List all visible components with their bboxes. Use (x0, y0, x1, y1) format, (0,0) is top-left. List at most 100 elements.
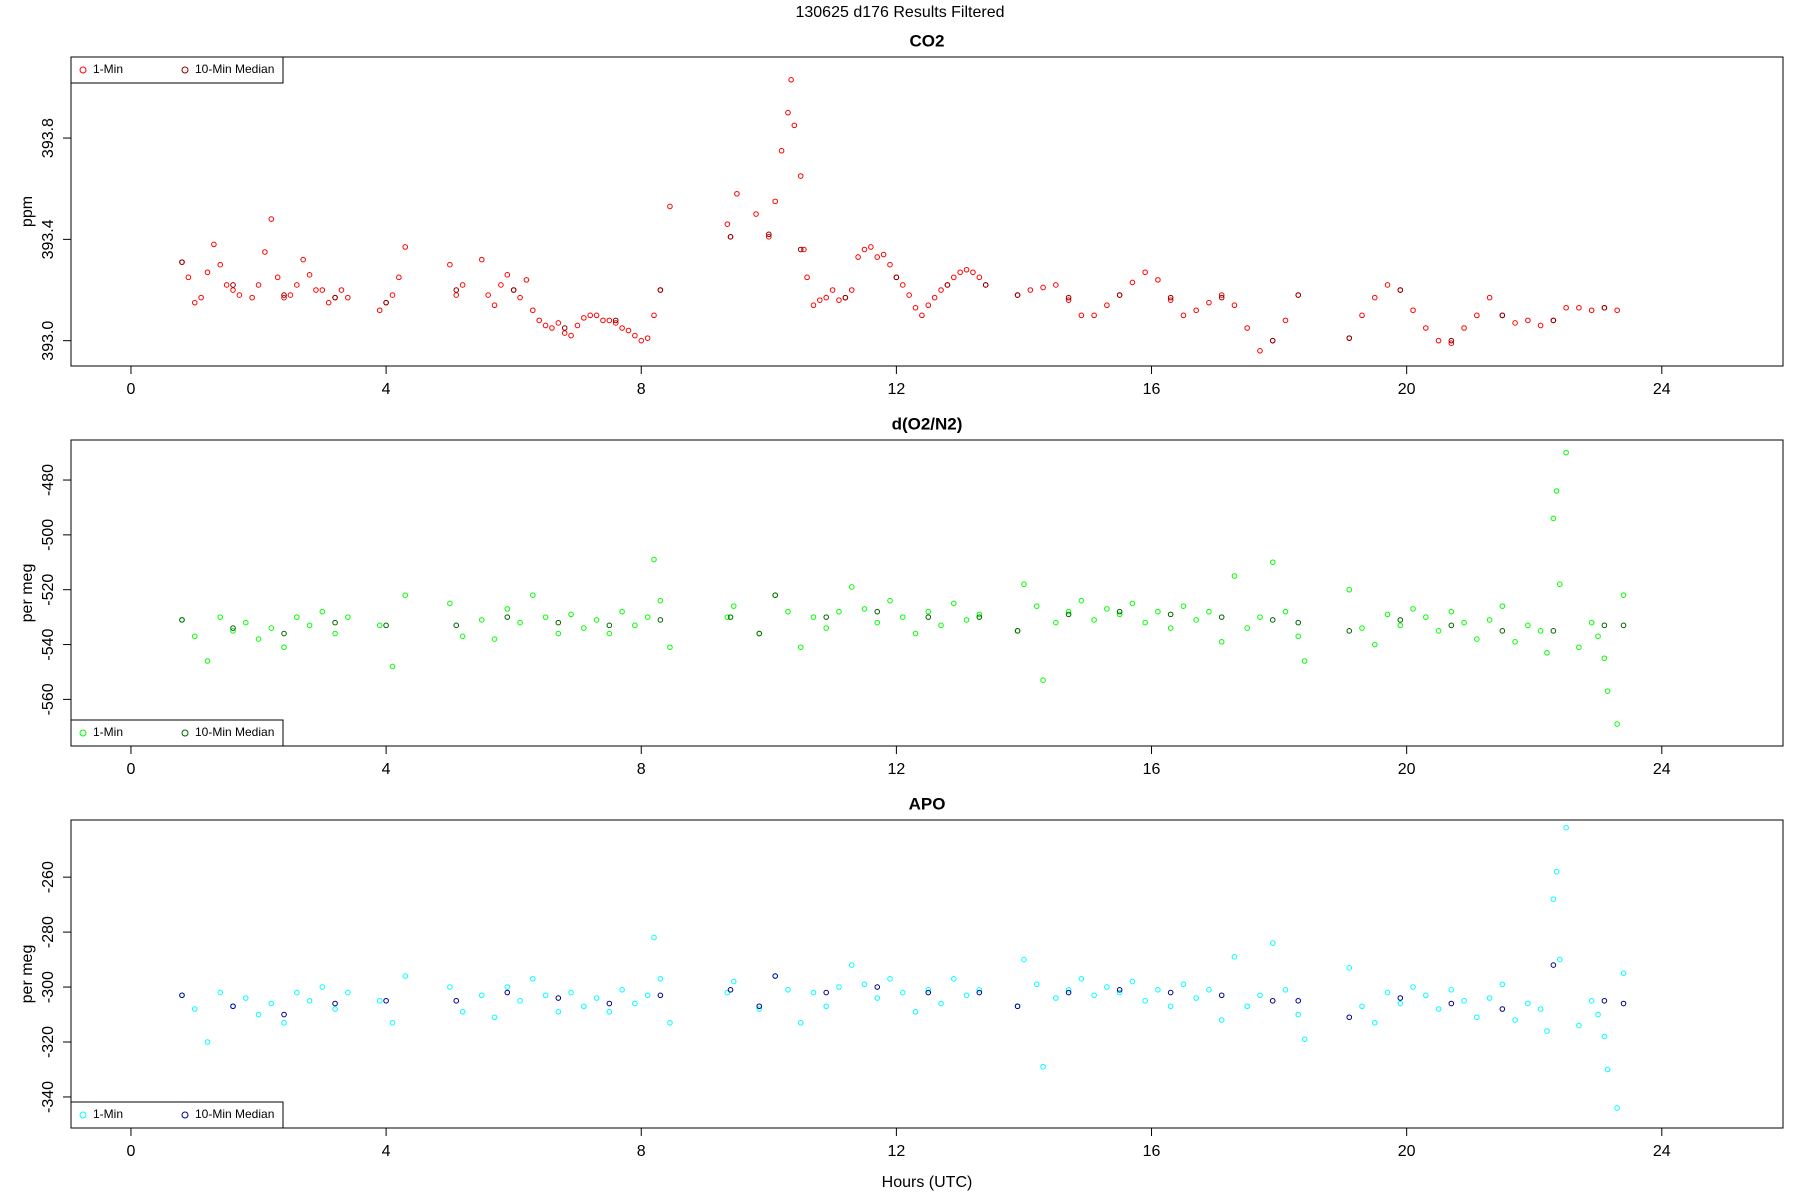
series (179, 76, 1620, 354)
point (217, 261, 224, 268)
point (179, 259, 185, 265)
point (536, 317, 542, 324)
point (1359, 312, 1365, 319)
point (281, 1019, 287, 1026)
legend-marker (79, 66, 87, 74)
point (1206, 299, 1212, 306)
point (887, 976, 893, 982)
point (619, 325, 625, 331)
point (447, 984, 453, 990)
point (1550, 896, 1557, 902)
point (1486, 617, 1493, 623)
point (1040, 677, 1046, 683)
point (1423, 992, 1429, 999)
point (1301, 658, 1308, 664)
x-tick-label: 24 (1653, 761, 1671, 778)
point (1614, 721, 1620, 727)
point (1620, 1000, 1627, 1007)
point (817, 297, 823, 303)
point (294, 614, 300, 620)
point (1104, 984, 1110, 990)
point (1346, 965, 1353, 971)
point (268, 216, 275, 222)
point (1180, 312, 1187, 319)
point (376, 997, 383, 1004)
point (1595, 1011, 1601, 1018)
point (1129, 600, 1136, 607)
point (1065, 989, 1072, 996)
point (223, 282, 230, 288)
point (191, 299, 198, 306)
point (1218, 294, 1225, 301)
point (766, 234, 772, 240)
point (1078, 597, 1085, 604)
legend-box (70, 1101, 284, 1129)
point (204, 658, 211, 664)
point (581, 1003, 587, 1010)
point (1512, 639, 1518, 645)
point (1537, 1006, 1544, 1012)
point (644, 335, 651, 341)
point (242, 995, 249, 1001)
point (1104, 606, 1110, 612)
point (976, 611, 983, 618)
point (1053, 619, 1059, 626)
point (912, 1008, 919, 1015)
point (950, 600, 957, 607)
point (1231, 302, 1238, 309)
point (555, 619, 562, 626)
y-tick-label: -480 (40, 464, 57, 496)
point (345, 614, 351, 620)
x-tick-label: 16 (1143, 761, 1161, 778)
point (893, 274, 900, 281)
point (179, 617, 185, 623)
point (338, 287, 345, 293)
point (1116, 986, 1123, 993)
point (1040, 284, 1046, 291)
point (281, 644, 287, 651)
point (491, 636, 498, 642)
point (249, 294, 255, 301)
point (453, 622, 460, 629)
point (1091, 617, 1097, 623)
point (1014, 1003, 1021, 1010)
y-tick-label: 393.0 (40, 321, 57, 361)
point (1550, 628, 1557, 634)
x-tick-label: 4 (382, 381, 391, 398)
point (912, 304, 919, 311)
point (842, 294, 849, 301)
x-tick-label: 0 (127, 761, 136, 778)
point (1486, 294, 1493, 301)
x-tick-label: 12 (887, 381, 905, 398)
legend-marker (181, 66, 189, 74)
point (1269, 940, 1276, 946)
point (1563, 824, 1569, 831)
point (1601, 997, 1608, 1004)
point (1021, 956, 1027, 963)
point (667, 203, 673, 210)
point (823, 1003, 830, 1010)
point (453, 292, 460, 298)
point (756, 630, 763, 637)
point (447, 600, 453, 607)
point (491, 302, 498, 309)
point (1269, 997, 1276, 1004)
point (281, 294, 287, 301)
point (925, 614, 932, 620)
point (1206, 986, 1212, 993)
x-tick-label: 8 (637, 381, 646, 398)
point (950, 976, 957, 982)
x-tick-label: 0 (127, 381, 136, 398)
point (198, 294, 204, 301)
point (1595, 633, 1601, 640)
point (389, 292, 396, 298)
point (1346, 628, 1353, 634)
point (756, 1003, 763, 1010)
point (1461, 997, 1467, 1004)
point (1193, 617, 1199, 623)
point (1512, 1017, 1518, 1023)
legend-label: 1-Min (93, 62, 123, 76)
point (1244, 325, 1251, 331)
point (724, 614, 731, 620)
point (1346, 1014, 1353, 1021)
